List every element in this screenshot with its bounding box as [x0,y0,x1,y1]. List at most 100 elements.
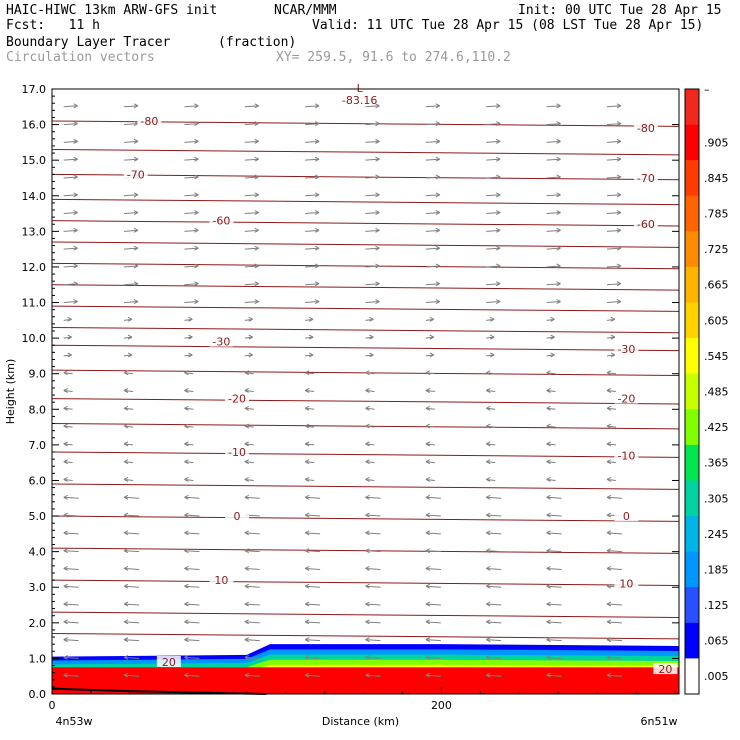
vector-arrow [184,565,200,571]
vector-arrow [123,619,140,625]
vector-arrow [305,334,314,340]
vector-arrow [184,156,199,162]
vector-arrow [304,672,321,678]
vector-arrow [606,405,617,411]
vector-arrow [184,654,200,660]
colorbar-swatch [685,160,699,197]
contour-label: 0 [233,510,240,523]
contour-label: -30 [617,343,635,356]
org-label: NCAR/MMM [274,3,337,18]
vector-arrow [304,565,321,571]
vector-arrow [365,210,380,216]
colorbar-label: .365 [704,457,729,470]
vector-arrow [184,477,194,482]
y-tick-label: 13.0 [22,225,47,238]
vector-arrow [546,619,562,625]
colorbar-label: .785 [704,208,729,221]
vector-arrow [365,548,381,554]
vector-arrow [63,316,72,322]
vector-arrow [244,156,259,162]
contour-label: 10 [214,574,228,587]
vector-arrow [123,477,134,482]
vector-arrow [244,619,260,625]
vector-arrow [546,192,561,198]
valid-time: Valid: 11 UTC Tue 28 Apr 15 (08 LST Tue … [312,18,704,33]
contour-label: -80 [637,122,655,135]
vector-arrow [244,281,259,287]
vector-arrow [63,583,79,589]
vector-arrow [184,103,199,109]
vector-arrow [546,388,556,393]
vector-arrow [486,299,501,304]
vector-arrow [63,138,78,144]
vector-arrow [365,174,380,180]
vector-arrow [546,334,555,340]
vector-arrow [425,138,441,144]
vector-arrow [244,405,254,411]
contour-label: -70 [637,172,655,185]
contour-label-bg [224,446,249,457]
y-tick-label: 12.0 [22,261,47,274]
vector-arrow [486,263,501,269]
vector-arrow [365,388,375,393]
contour-label-bg [633,218,658,230]
vector-arrow [546,548,562,554]
vector-arrow [365,441,375,447]
vector-arrow [606,601,622,607]
vector-arrow [304,405,315,411]
vector-arrow [63,263,78,269]
vector-arrow [123,565,140,571]
colorbar-swatch [685,516,699,553]
vector-arrow [546,477,556,482]
vector-arrow [546,672,562,678]
vector-arrow [304,459,315,465]
vector-arrow [486,583,502,589]
vector-arrow [606,121,622,127]
vector-arrow [124,299,139,304]
vector-arrow [305,281,320,287]
vector-arrow [486,316,495,322]
vector-arrow [546,530,562,536]
vector-arrow [425,281,441,287]
vector-arrow [606,388,617,393]
vector-arrow [305,192,320,198]
contour-label: -10 [228,446,246,459]
vector-arrow [546,637,562,643]
vector-arrow [123,459,134,465]
temperature-contour [51,262,680,270]
vector-arrow [365,138,380,144]
vector-arrow [425,121,441,127]
vector-arrow [244,494,260,500]
vector-arrow [606,334,616,340]
vector-arrow [606,227,622,233]
low-marker-value: -83.16 [342,94,377,107]
vector-arrow [425,530,441,536]
vector-arrow [365,512,381,518]
vector-arrow [606,548,622,554]
vector-arrow [486,121,501,127]
contour-label-bg [614,342,639,354]
vector-arrow [365,316,374,322]
vector-arrow [486,352,495,358]
temperature-contour [51,344,680,352]
xy-range: XY= 259.5, 91.6 to 274.6,110.2 [276,50,511,65]
vector-arrow [425,174,441,180]
vector-arrow [606,370,617,376]
vector-arrow [606,619,622,625]
vector-arrow [244,299,259,304]
vector-arrow [244,121,259,127]
vector-arrow [546,583,562,589]
temperature-contour [51,633,680,640]
vector-arrow [305,263,320,269]
vector-arrow [606,654,622,660]
y-tick-label: 14.0 [22,190,47,203]
temperature-contour [51,579,680,586]
temperature-contour [51,483,680,490]
vector-arrow [546,245,561,251]
vector-arrow [184,316,193,322]
x-end-label-left: 4n53w [56,715,93,728]
vector-arrow [425,192,441,198]
vector-arrow [244,637,260,643]
vector-arrow [546,156,561,162]
vector-arrow [304,548,321,554]
